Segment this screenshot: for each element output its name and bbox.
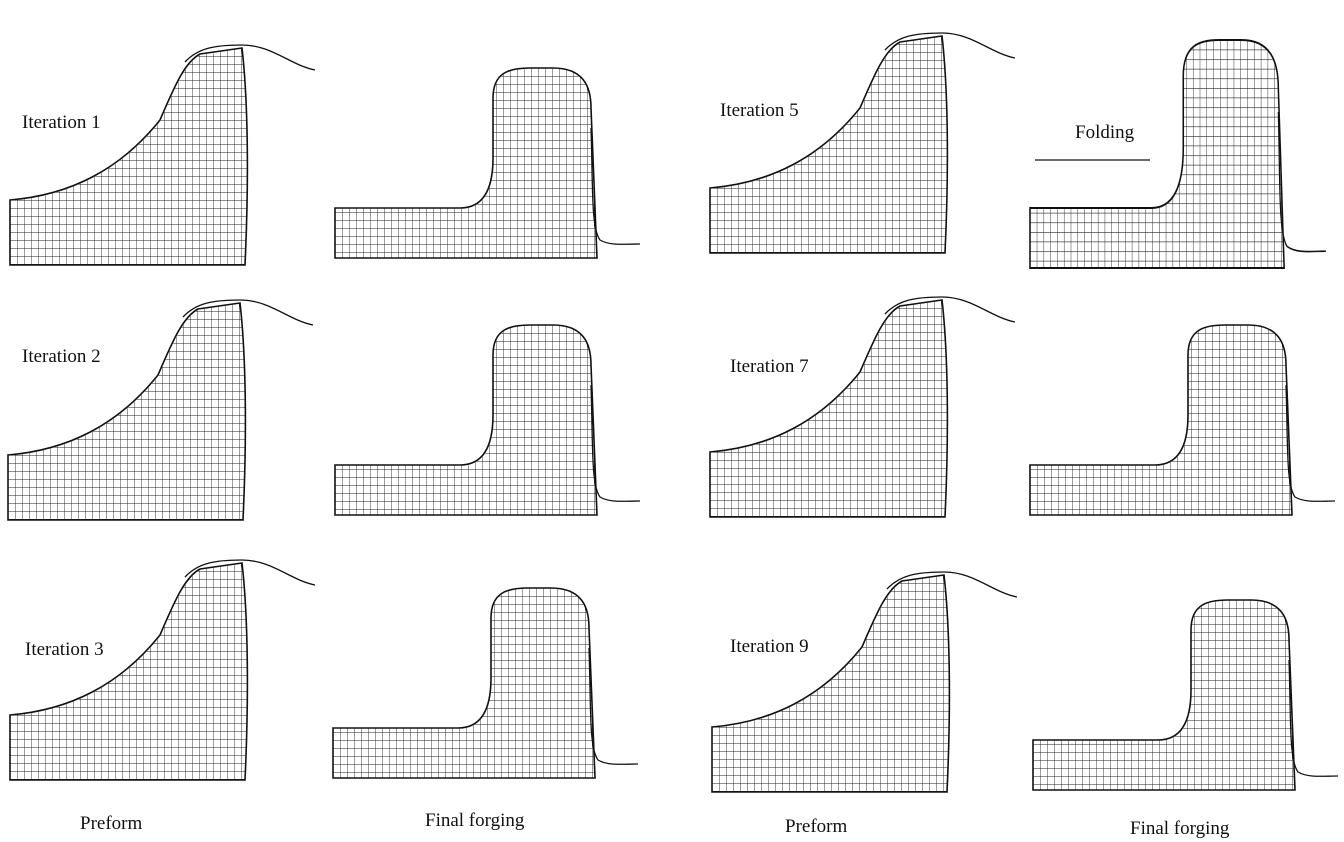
column-caption: Final forging	[425, 810, 525, 831]
preform-mesh	[710, 297, 1015, 517]
final-forging-mesh	[333, 588, 638, 778]
final-forging-mesh	[1030, 325, 1335, 515]
iteration-label: Iteration 2	[22, 346, 101, 367]
column-caption: Final forging	[1130, 818, 1230, 839]
column-caption: Preform	[785, 816, 847, 837]
final-forging-mesh	[335, 68, 640, 258]
final-forging-mesh	[335, 325, 640, 515]
preform-mesh	[10, 45, 315, 265]
iteration-label: Iteration 5	[720, 100, 799, 121]
iteration-label: Iteration 9	[730, 636, 809, 657]
iteration-label: Iteration 7	[730, 356, 809, 377]
figure: Iteration 1 Iteration 2 Iteration 3 Iter…	[0, 0, 1344, 842]
final-forging-mesh	[1033, 600, 1338, 790]
column-caption: Preform	[80, 813, 142, 834]
preform-mesh	[8, 300, 313, 520]
mesh-panels	[8, 33, 1338, 792]
folding-label: Folding	[1075, 122, 1135, 143]
preform-mesh	[712, 572, 1017, 792]
preform-mesh	[10, 560, 315, 780]
preform-mesh	[710, 33, 1015, 253]
iteration-label: Iteration 1	[22, 112, 101, 133]
iteration-label: Iteration 3	[25, 639, 104, 660]
final-forging-mesh	[1030, 40, 1326, 268]
